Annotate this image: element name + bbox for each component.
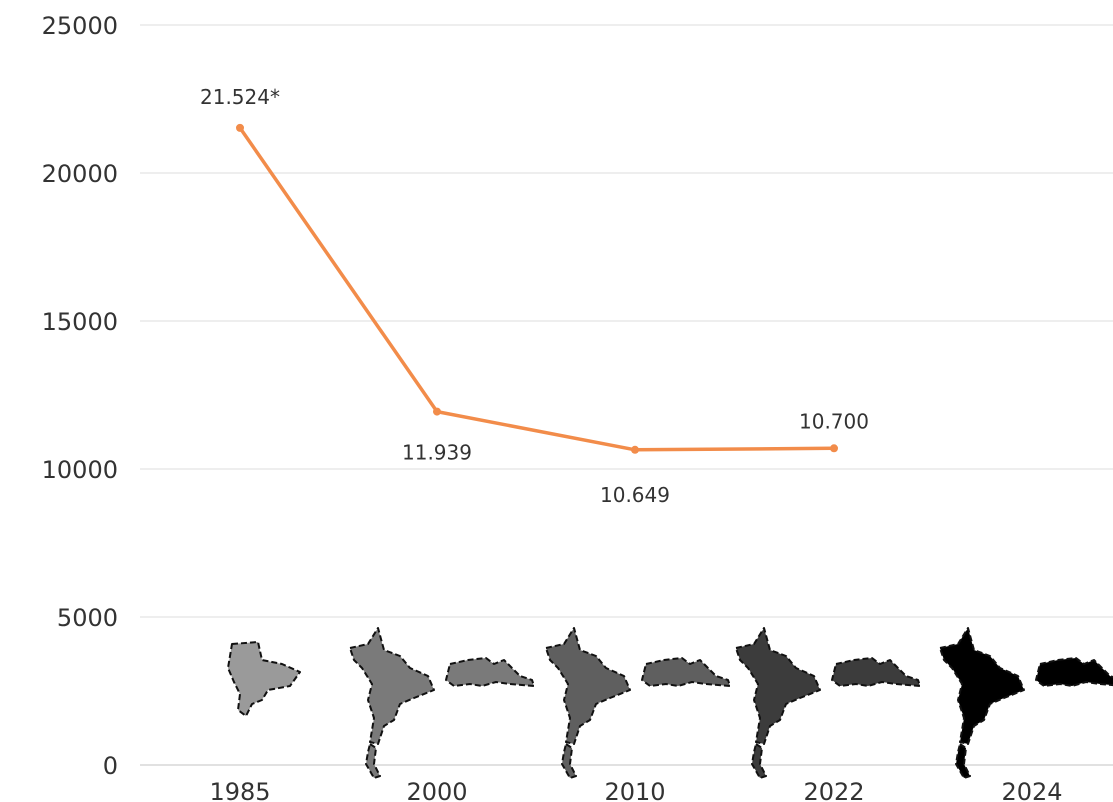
y-tick-label: 20000	[42, 160, 118, 188]
y-tick-label: 15000	[42, 308, 118, 336]
data-point	[830, 444, 838, 452]
data-label: 11.939	[402, 441, 472, 465]
x-tick-label: 1985	[209, 778, 270, 802]
map-main-area	[350, 628, 434, 744]
x-axis-ticks: 1985 2000 2010 2022 2024	[209, 778, 1062, 802]
data-point	[631, 446, 639, 454]
map-silhouette-2000	[350, 628, 534, 778]
map-south-area	[956, 744, 970, 778]
x-tick-label: 2024	[1001, 778, 1062, 802]
map-silhouette-2024	[940, 628, 1113, 778]
y-tick-label: 25000	[42, 12, 118, 40]
data-labels: 21.524* 11.939 10.649 10.700	[200, 85, 869, 507]
map-east-area	[832, 658, 920, 686]
map-silhouette-1985	[228, 642, 300, 716]
map-main-area	[940, 628, 1024, 744]
data-point	[433, 408, 441, 416]
map-silhouettes	[228, 628, 1113, 778]
y-tick-label: 5000	[57, 604, 118, 632]
data-label: 10.649	[600, 483, 670, 507]
map-main-area	[736, 628, 820, 744]
map-south-area	[366, 744, 380, 778]
data-label: 10.700	[799, 409, 869, 433]
x-tick-label: 2000	[406, 778, 467, 802]
x-tick-label: 2010	[604, 778, 665, 802]
y-axis-ticks: 0 5000 10000 15000 20000 25000	[42, 12, 118, 780]
map-east-area	[1036, 658, 1113, 686]
map-silhouette-2022	[736, 628, 920, 778]
map-east-area	[642, 658, 730, 686]
y-tick-label: 0	[103, 752, 118, 780]
series-line	[240, 128, 834, 450]
map-east-area	[446, 658, 534, 686]
map-main-area	[546, 628, 630, 744]
map-south-area	[752, 744, 766, 778]
x-tick-label: 2022	[803, 778, 864, 802]
data-point	[236, 124, 244, 132]
map-silhouette-2010	[546, 628, 730, 778]
map-south-area	[562, 744, 576, 778]
data-label: 21.524*	[200, 85, 280, 109]
y-tick-label: 10000	[42, 456, 118, 484]
